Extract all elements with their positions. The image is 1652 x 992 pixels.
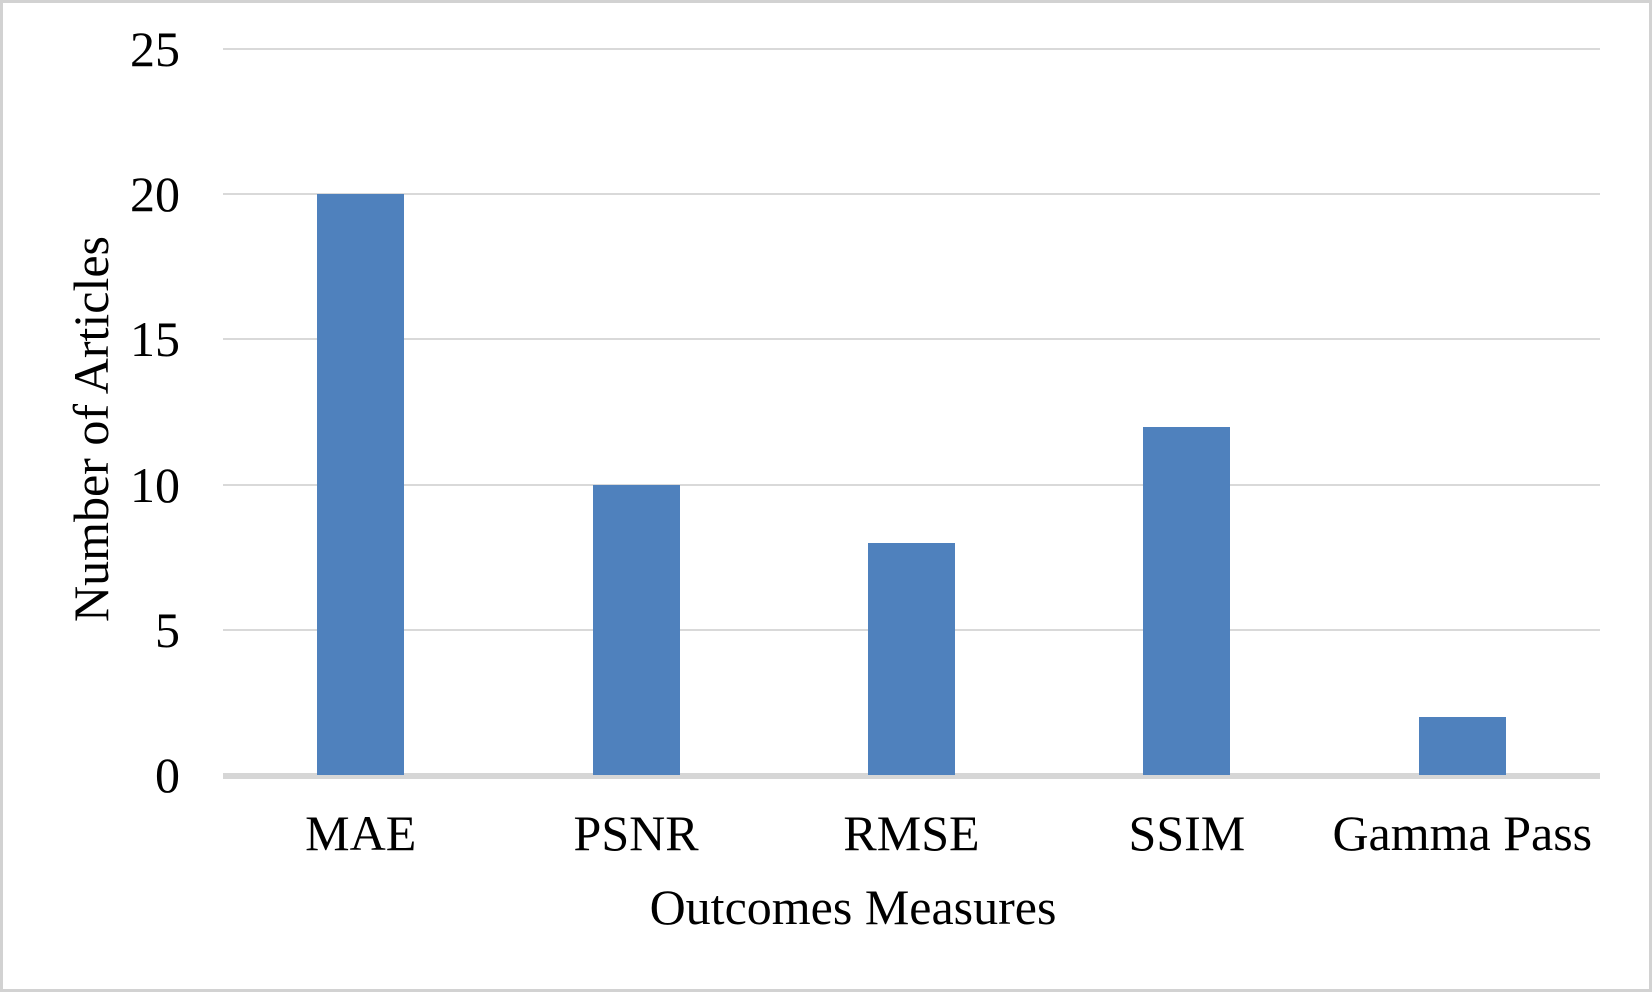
y-tick-label-0: 0 [155,747,180,803]
x-category-label-rmse: RMSE [843,805,980,861]
x-category-label-mae: MAE [305,805,417,861]
plot-area [223,48,1600,779]
x-category-label-ssim: SSIM [1128,805,1246,861]
x-category-label-psnr: PSNR [573,805,699,861]
x-category-label-gamma-pass: Gamma Pass [1332,805,1593,861]
bar-psnr [592,484,680,775]
gridline-y-10 [223,483,1600,486]
bar-rmse [868,542,955,775]
bar-ssim [1143,426,1231,775]
y-tick-label-10: 10 [130,456,180,513]
bar-gamma-pass [1418,716,1506,775]
gridline-y-15 [223,338,1600,341]
y-tick-label-25: 25 [130,21,180,77]
y-tick-label-15: 15 [130,311,180,368]
y-tick-label-20: 20 [130,166,180,223]
y-axis-title: Number of Articles [63,235,119,623]
gridline-y-20 [223,193,1600,196]
x-axis-line [223,773,1600,779]
x-axis-title: Outcomes Measures [649,879,1057,935]
bar-mae [317,194,405,775]
y-tick-label-5: 5 [155,601,180,658]
gridline-y-25 [223,48,1600,50]
